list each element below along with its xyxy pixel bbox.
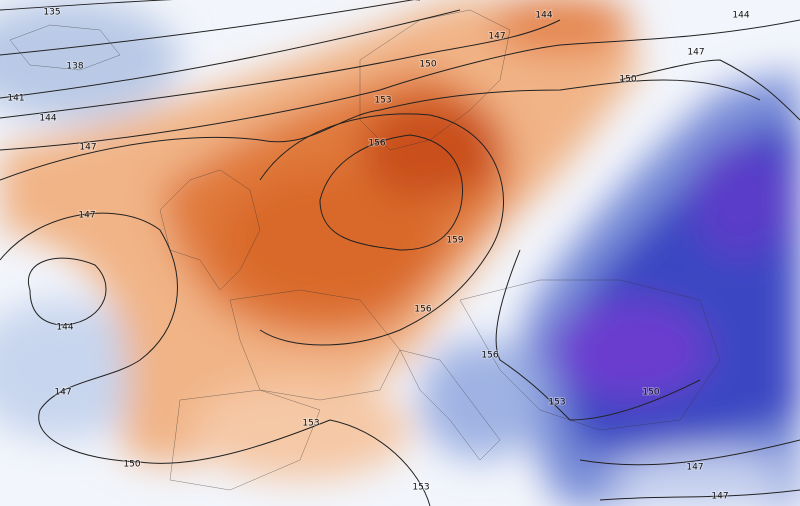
contour-label: 144	[732, 11, 749, 21]
contour-label: 150	[419, 60, 436, 70]
contour-label: 144	[39, 114, 56, 124]
contour-label: 156	[368, 139, 385, 149]
contour-label: 138	[66, 62, 83, 72]
coastlines	[9, 9, 721, 491]
contour-label: 150	[123, 460, 140, 470]
contour-label: 147	[686, 463, 703, 473]
contour-label: 147	[687, 48, 704, 58]
contour-label: 141	[7, 94, 24, 104]
contour-label: 153	[374, 96, 391, 106]
contour-label: 144	[535, 11, 552, 21]
contour-label: 147	[54, 388, 71, 398]
contour-label: 153	[548, 398, 565, 408]
contour-label: 159	[446, 236, 463, 246]
contour-label: 153	[302, 419, 319, 429]
contour-label: 156	[481, 351, 498, 361]
contour-label: 147	[79, 143, 96, 153]
contour-label: 144	[56, 323, 73, 333]
contour-label: 135	[43, 8, 60, 18]
contour-label: 150	[619, 75, 636, 85]
contour-label: 150	[642, 388, 659, 398]
contour-labels: 135 138 141 144 147 147 144 147 150 153 …	[6, 7, 750, 503]
contour-label: 147	[488, 32, 505, 42]
contour-label: 147	[78, 211, 95, 221]
contour-label: 156	[414, 305, 431, 315]
contour-label: 147	[711, 492, 728, 502]
contour-label: 153	[412, 483, 429, 493]
